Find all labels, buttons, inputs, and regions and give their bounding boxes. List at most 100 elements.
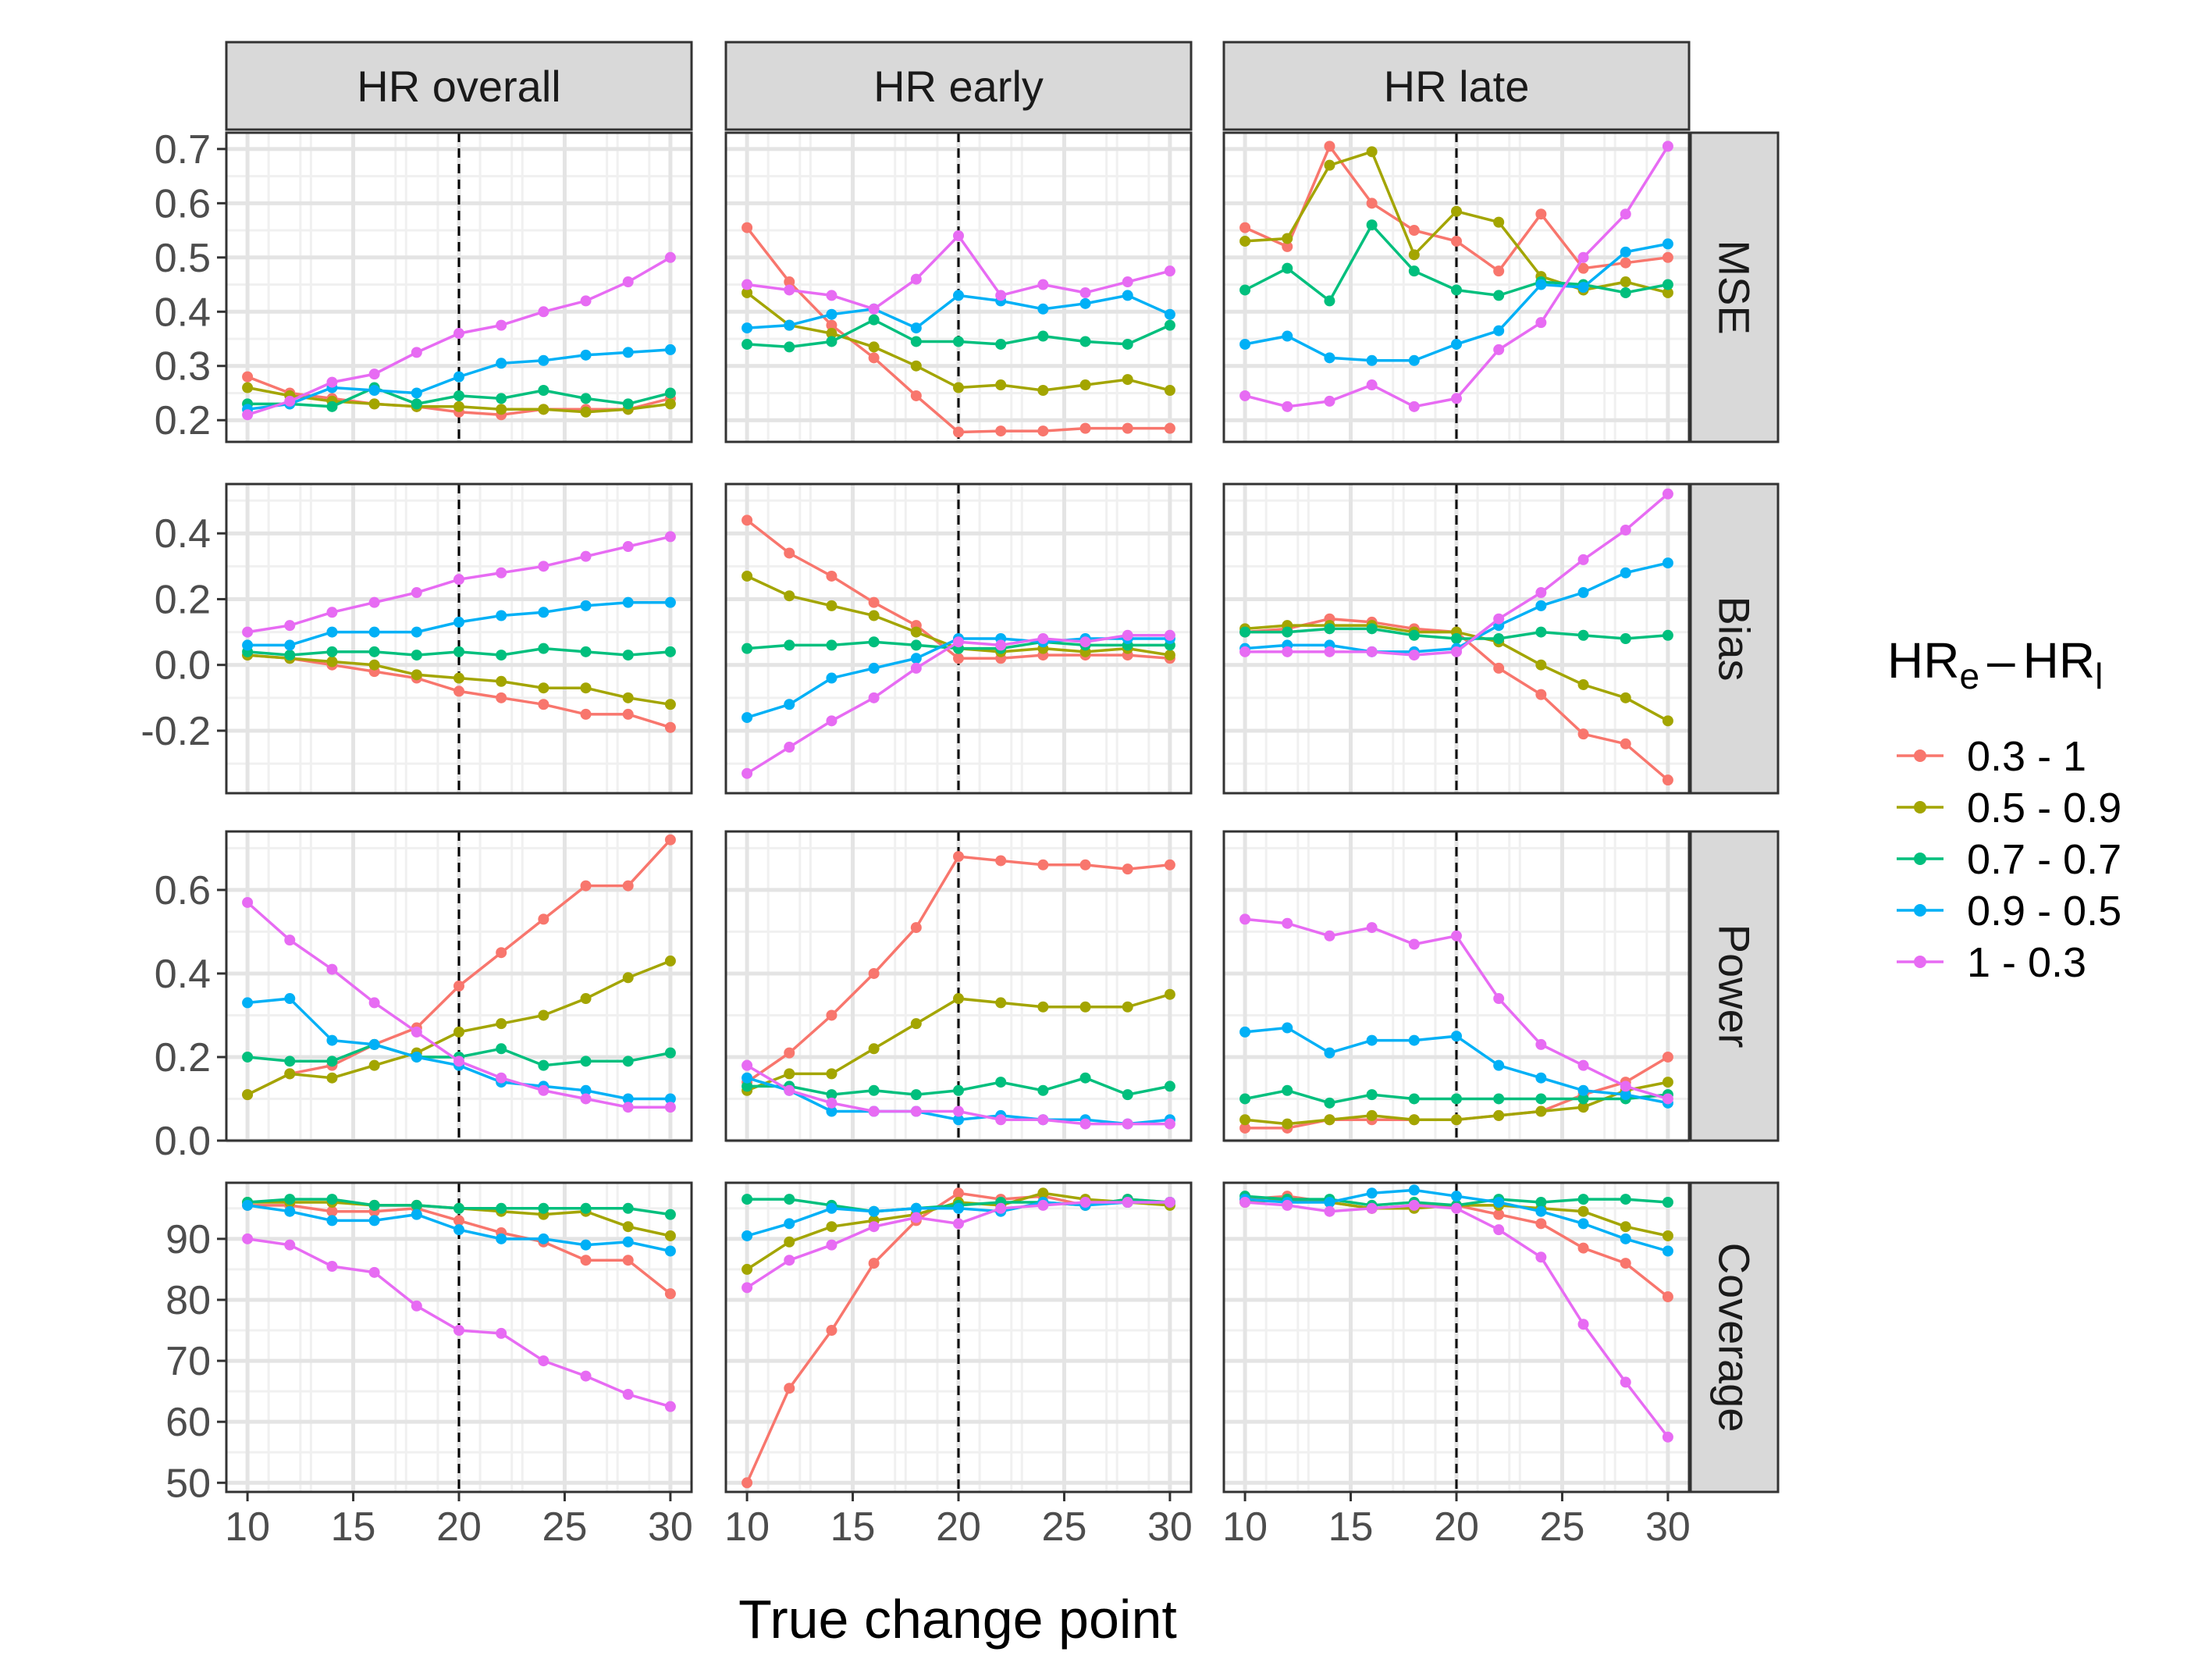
x-tick-label: 30 xyxy=(648,1504,693,1550)
data-point xyxy=(411,587,422,599)
data-point xyxy=(741,1194,753,1205)
data-point xyxy=(1451,633,1462,644)
data-point xyxy=(826,308,838,320)
data-point xyxy=(1366,922,1378,934)
data-point xyxy=(1239,338,1251,350)
data-point xyxy=(910,626,922,638)
row-strip-label-1: Bias xyxy=(1710,596,1759,682)
panel-2-0 xyxy=(225,830,693,1143)
data-point xyxy=(1366,198,1378,209)
data-point xyxy=(326,1056,338,1067)
data-point xyxy=(538,699,549,710)
data-point xyxy=(910,653,922,664)
data-point xyxy=(1282,917,1293,929)
data-point xyxy=(496,692,507,703)
panel-border xyxy=(225,482,693,795)
data-point xyxy=(664,1102,676,1113)
data-point xyxy=(326,656,338,668)
data-point xyxy=(664,646,676,657)
data-point xyxy=(1493,290,1505,301)
data-point xyxy=(1535,587,1547,599)
panel-1-1 xyxy=(724,482,1193,795)
data-point xyxy=(538,1355,549,1367)
data-point xyxy=(664,955,676,967)
data-point xyxy=(868,341,880,353)
data-point xyxy=(622,1202,634,1214)
data-point xyxy=(1408,1034,1420,1046)
data-point xyxy=(1577,282,1589,293)
x-tick-label: 10 xyxy=(724,1504,770,1550)
data-point xyxy=(1164,319,1175,331)
data-point xyxy=(1493,1059,1505,1071)
y-tick-label: 0.4 xyxy=(155,952,211,997)
data-point xyxy=(242,1199,254,1211)
data-point xyxy=(326,1215,338,1226)
data-point xyxy=(580,406,592,418)
data-point xyxy=(1408,354,1420,366)
y-tick-label: 0.5 xyxy=(155,236,211,281)
data-point xyxy=(453,981,464,991)
data-point xyxy=(1451,646,1462,657)
x-tick-label: 30 xyxy=(1645,1504,1691,1550)
data-point xyxy=(622,347,634,358)
data-point xyxy=(580,1202,592,1214)
data-point xyxy=(1366,219,1378,231)
data-point xyxy=(411,669,422,681)
column-strip-label-0: HR overall xyxy=(357,62,560,111)
data-point xyxy=(910,1089,922,1101)
data-point xyxy=(1535,1072,1547,1084)
data-point xyxy=(1239,646,1251,657)
data-point xyxy=(1239,284,1251,296)
data-point xyxy=(784,1068,795,1080)
data-point xyxy=(411,387,422,399)
data-point xyxy=(1620,1258,1631,1269)
x-tick-label: 10 xyxy=(225,1504,270,1550)
data-point xyxy=(1577,678,1589,690)
data-point xyxy=(826,1068,838,1080)
legend: HRe – HRl 0.3 - 10.5 - 0.90.7 - 0.70.9 - 0… xyxy=(1887,632,2121,986)
data-point xyxy=(1620,1089,1631,1101)
data-point xyxy=(242,639,254,651)
data-point xyxy=(1620,524,1631,536)
data-point xyxy=(1239,390,1251,401)
data-point xyxy=(1324,352,1335,364)
data-point xyxy=(1620,738,1631,749)
panel-3-2 xyxy=(1222,1181,1691,1493)
data-point xyxy=(741,514,753,526)
legend-title: HRe – HRl xyxy=(1887,632,2103,696)
data-point xyxy=(1451,1093,1462,1105)
data-point xyxy=(664,1209,676,1220)
data-point xyxy=(826,715,838,727)
data-point xyxy=(664,721,676,733)
panel-layer xyxy=(225,131,1691,1493)
data-point xyxy=(496,1018,507,1030)
data-point xyxy=(496,1072,507,1084)
data-point xyxy=(1535,626,1547,638)
column-strip-2 xyxy=(1222,41,1691,131)
data-point xyxy=(784,590,795,602)
data-point xyxy=(784,1218,795,1230)
data-point xyxy=(1282,1084,1293,1096)
legend-item-3: 0.9 - 0.5 xyxy=(1897,888,2121,935)
data-point xyxy=(1535,689,1547,700)
panel-1-0 xyxy=(225,482,693,795)
data-point xyxy=(995,1077,1007,1088)
data-point xyxy=(1408,1184,1420,1196)
data-point xyxy=(1535,1093,1547,1105)
data-point xyxy=(1451,1191,1462,1202)
data-point xyxy=(326,646,338,657)
y-tick-label: 80 xyxy=(165,1278,211,1323)
data-point xyxy=(580,550,592,562)
y-tick-label: 0.2 xyxy=(155,398,211,443)
x-tick-label: 25 xyxy=(1042,1504,1087,1550)
data-point xyxy=(741,643,753,654)
data-point xyxy=(910,639,922,651)
data-point xyxy=(826,336,838,347)
data-point xyxy=(1662,715,1673,727)
panel-2-2 xyxy=(1222,830,1691,1143)
data-point xyxy=(1577,1059,1589,1071)
data-point xyxy=(242,382,254,393)
data-point xyxy=(284,993,296,1005)
data-point xyxy=(1408,225,1420,237)
